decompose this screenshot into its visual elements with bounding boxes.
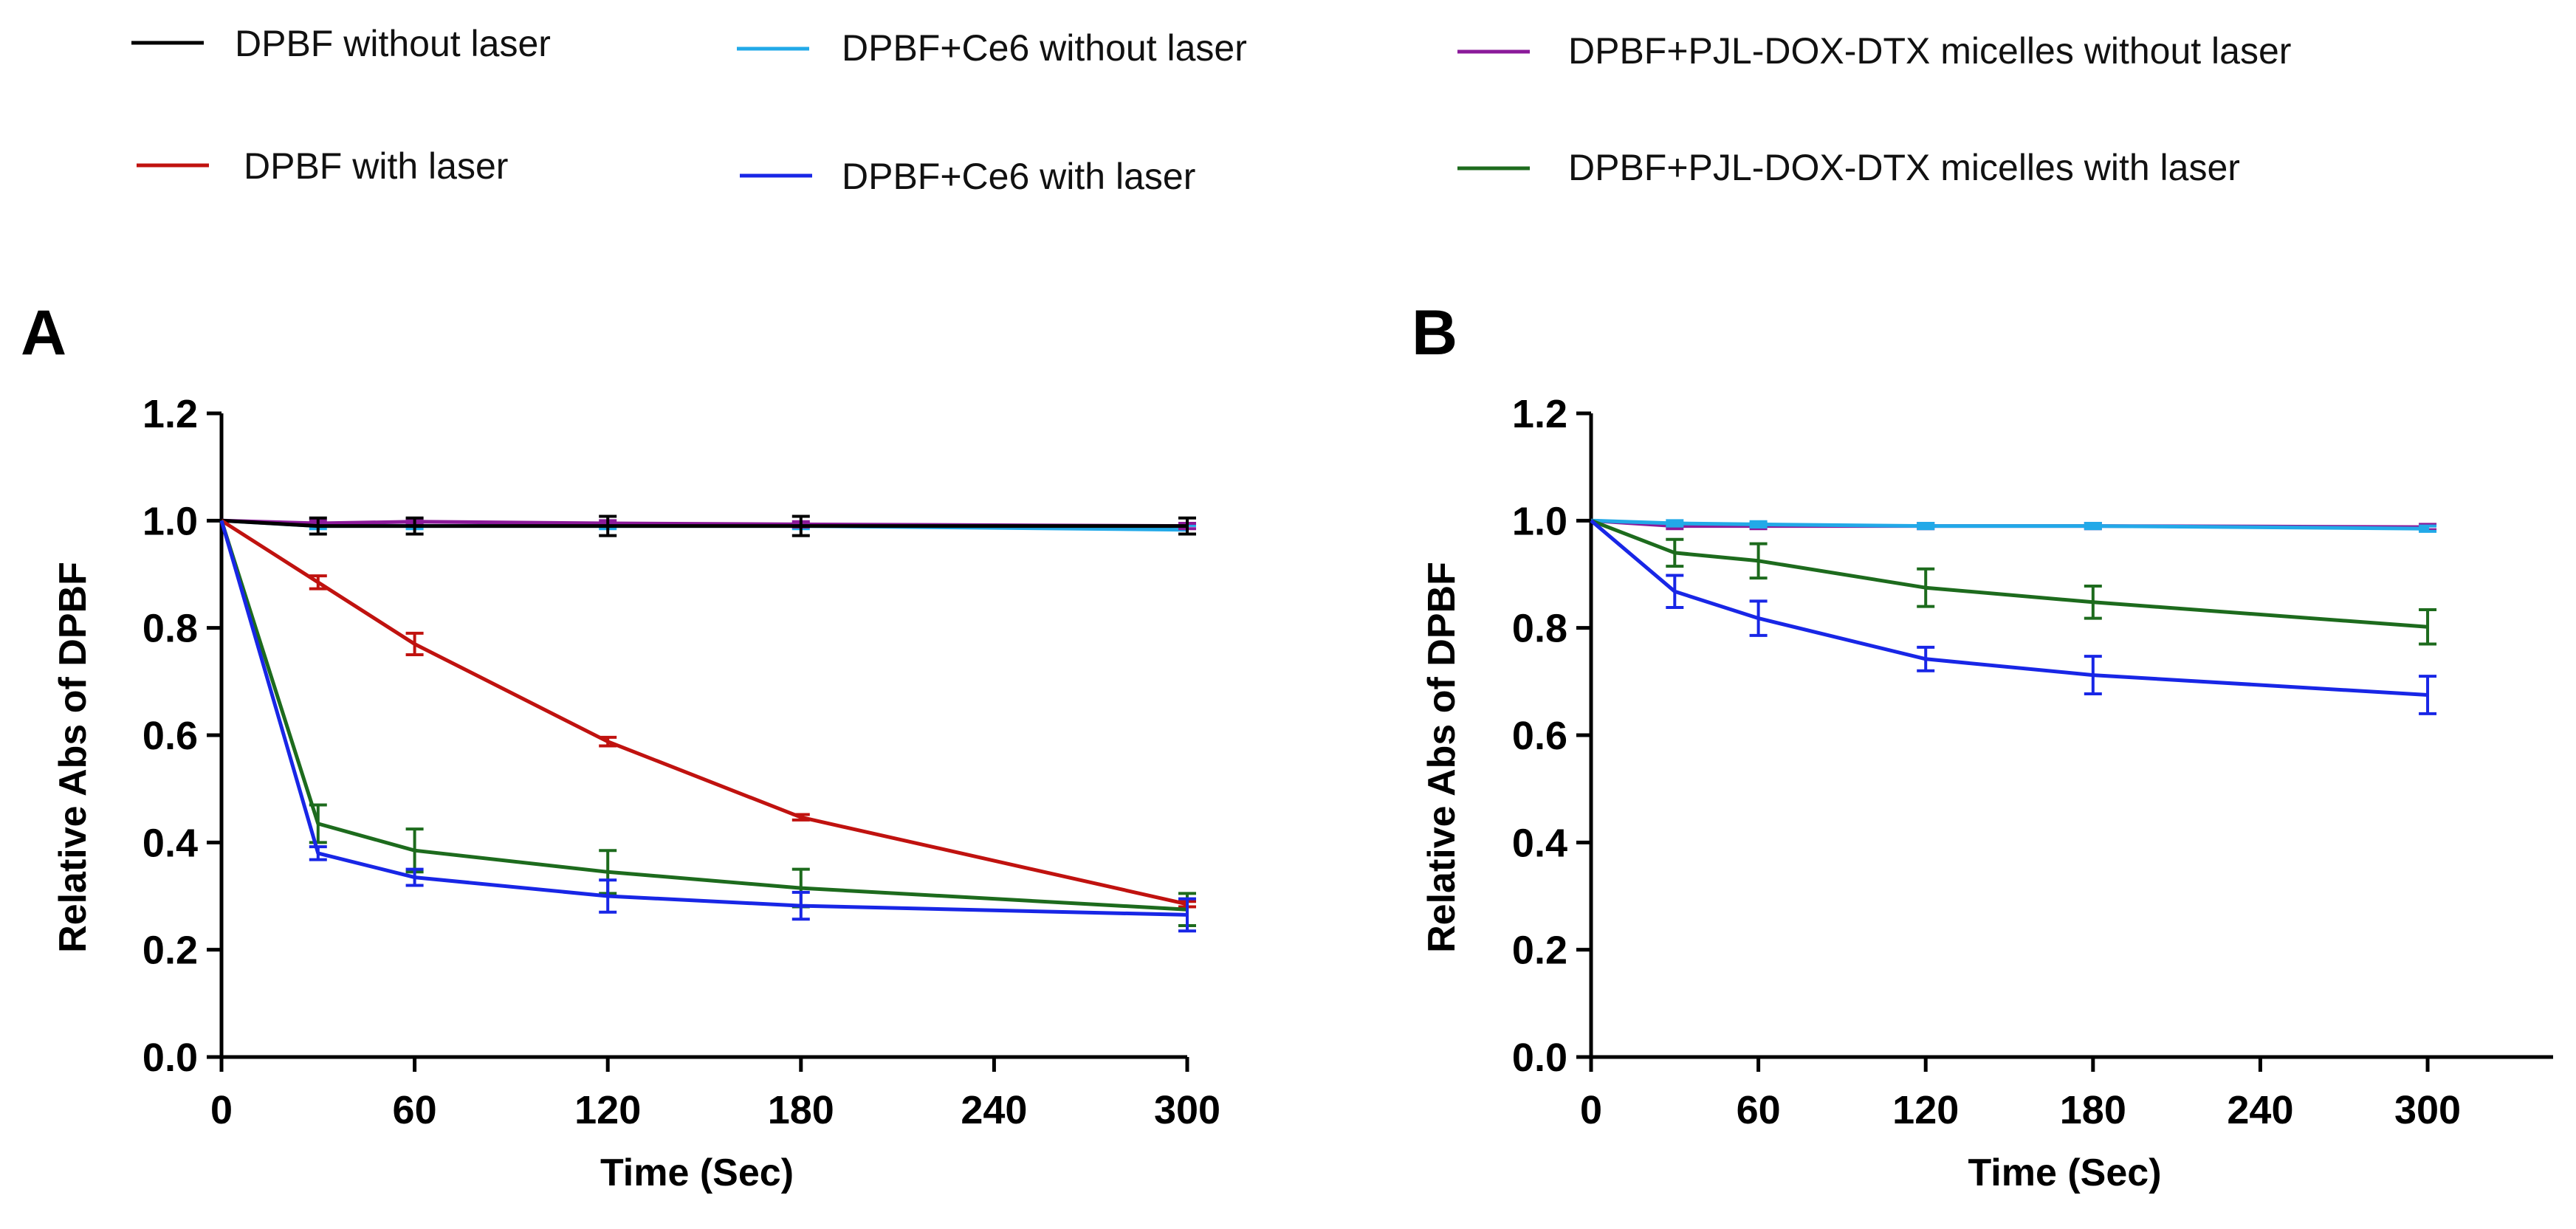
y-tick-label: 0.4 — [142, 821, 198, 865]
x-tick-label: 180 — [768, 1088, 834, 1132]
legend-label: DPBF+PJL-DOX-DTX micelles without laser — [1568, 30, 2291, 72]
error-bar — [309, 803, 327, 844]
error-bar — [1178, 897, 1196, 933]
y-tick-label: 0.8 — [1512, 607, 1567, 651]
legend-label: DPBF+Ce6 without laser — [842, 27, 1247, 69]
error-bar — [1666, 519, 1684, 528]
y-tick-label: 0.0 — [142, 1036, 198, 1080]
series-dpbf-ce6-without-laser — [1590, 518, 2437, 533]
legend: DPBF without laser DPBF+Ce6 without laser… — [131, 23, 2291, 197]
series-line — [219, 520, 1188, 917]
panel-label: A — [21, 297, 66, 368]
error-bar — [1917, 567, 1935, 608]
series-dpbf-without-laser — [221, 514, 1196, 537]
error-bar — [1666, 537, 1684, 568]
y-tick-label: 1.0 — [142, 499, 198, 543]
error-bar — [1917, 645, 1935, 672]
legend-label: DPBF+PJL-DOX-DTX micelles with laser — [1568, 147, 2240, 188]
x-axis-title: Time (Sec) — [1968, 1151, 2161, 1194]
y-axis-title: Relative Abs of DPBF — [1421, 562, 1463, 953]
x-tick-label: 60 — [393, 1088, 437, 1132]
legend-label: DPBF+Ce6 with laser — [842, 156, 1195, 197]
legend-item-dpbf-pjl-dox-dtx-micelles-without-laser: DPBF+PJL-DOX-DTX micelles without laser — [1457, 30, 2291, 72]
series-line — [1590, 518, 2428, 629]
error-bar — [2084, 584, 2102, 620]
legend-label: DPBF without laser — [235, 23, 551, 64]
series-line — [1590, 519, 2428, 697]
x-tick-label: 120 — [574, 1088, 641, 1132]
error-bar — [1917, 521, 1935, 531]
y-tick-label: 0.2 — [1512, 929, 1567, 973]
panel-a: A 0.0 0.2 0.4 0.6 0.8 1.0 1.2 0 60 120 180 240 300 Tim… — [21, 297, 1220, 1194]
series-line — [221, 518, 1187, 529]
error-bar — [599, 514, 617, 537]
error-bar — [309, 516, 327, 536]
panel-b: B 0.0 0.2 0.4 0.6 0.8 1.0 1.2 0 60 120 180 240 300 Tim… — [1412, 297, 2553, 1194]
error-bar — [791, 514, 810, 537]
error-bar — [309, 845, 327, 861]
error-bar — [2084, 655, 2102, 696]
error-bar — [1749, 542, 1768, 580]
error-bar — [405, 867, 424, 887]
x-tick-label: 300 — [1154, 1088, 1220, 1132]
legend-item-dpbf-with-laser: DPBF with laser — [137, 145, 508, 187]
y-axis-title: Relative Abs of DPBF — [52, 562, 95, 953]
panel-label: B — [1412, 297, 1457, 368]
error-bar — [2419, 607, 2437, 646]
x-tick-label: 120 — [1892, 1088, 1959, 1132]
error-bar — [791, 890, 810, 921]
axes: 0.0 0.2 0.4 0.6 0.8 1.0 1.2 0 60 120 180 240 300 — [142, 392, 1220, 1132]
y-tick-label: 1.2 — [1512, 392, 1567, 436]
y-tick-label: 0.6 — [142, 714, 198, 758]
axes: 0.0 0.2 0.4 0.6 0.8 1.0 1.2 0 60 120 180 240 300 — [1512, 392, 2553, 1132]
x-tick-label: 240 — [2227, 1088, 2293, 1132]
error-bar — [1178, 516, 1196, 536]
series-dpbf-pjl-dox-dtx-micelles-with-laser — [1590, 518, 2437, 646]
legend-item-dpbf-ce6-with-laser: DPBF+Ce6 with laser — [740, 156, 1195, 197]
y-tick-label: 0.4 — [1512, 821, 1567, 865]
series-line — [220, 519, 1188, 906]
y-tick-label: 0.2 — [142, 929, 198, 973]
x-tick-label: 0 — [210, 1088, 233, 1132]
x-tick-label: 180 — [2060, 1088, 2126, 1132]
error-bar — [2419, 675, 2437, 715]
error-bar — [599, 735, 617, 748]
y-tick-label: 0.8 — [142, 607, 198, 651]
error-bar — [1666, 574, 1684, 610]
error-bar — [405, 516, 424, 536]
series-line — [219, 520, 1188, 912]
y-tick-label: 1.2 — [142, 392, 198, 436]
legend-item-dpbf-without-laser: DPBF without laser — [131, 23, 551, 64]
error-bar — [1749, 599, 1768, 637]
error-bar — [309, 574, 327, 591]
error-bar — [791, 813, 810, 822]
series-line — [1590, 518, 2428, 531]
legend-label: DPBF with laser — [244, 145, 508, 187]
series-dpbf-ce6-with-laser — [219, 520, 1196, 933]
x-axis-title: Time (Sec) — [600, 1151, 794, 1194]
legend-item-dpbf-ce6-without-laser: DPBF+Ce6 without laser — [737, 27, 1247, 69]
error-bar — [1749, 520, 1768, 529]
y-tick-label: 0.0 — [1512, 1036, 1567, 1080]
legend-item-dpbf-pjl-dox-dtx-micelles-with-laser: DPBF+PJL-DOX-DTX micelles with laser — [1457, 147, 2240, 188]
error-bar — [2419, 524, 2437, 533]
series-dpbf-ce6-with-laser — [1590, 519, 2437, 715]
y-tick-label: 0.6 — [1512, 714, 1567, 758]
error-bar — [405, 631, 424, 656]
series-dpbf-with-laser — [220, 519, 1196, 909]
y-tick-label: 1.0 — [1512, 499, 1567, 543]
error-bar — [2084, 521, 2102, 531]
x-tick-label: 60 — [1737, 1088, 1781, 1132]
x-tick-label: 0 — [1580, 1088, 1602, 1132]
error-bar — [599, 878, 617, 914]
x-tick-label: 300 — [2394, 1088, 2461, 1132]
x-tick-label: 240 — [961, 1088, 1027, 1132]
